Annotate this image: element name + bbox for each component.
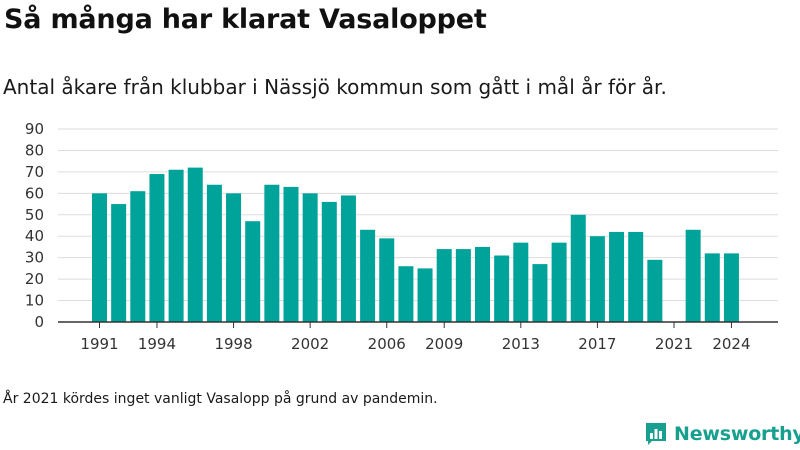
- bar-2012: [494, 255, 510, 322]
- bars: [92, 167, 739, 322]
- bar-2011: [475, 246, 490, 322]
- bar-1995: [168, 169, 184, 322]
- y-tick-label: 30: [25, 249, 44, 267]
- chart-title: Så många har klarat Vasaloppet: [4, 4, 487, 35]
- y-tick-label: 90: [25, 120, 44, 138]
- y-tick-label: 70: [25, 163, 44, 181]
- bar-2020: [647, 259, 663, 322]
- bar-1993: [130, 191, 146, 322]
- y-tick-label: 80: [25, 141, 44, 159]
- x-tick-label: 2024: [712, 335, 750, 353]
- y-tick-label: 0: [34, 313, 44, 331]
- bar-2024: [723, 253, 739, 322]
- bar-2023: [704, 253, 720, 322]
- bar-1991: [92, 193, 107, 322]
- chart-subtitle: Antal åkare från klubbar i Nässjö kommun…: [3, 75, 667, 99]
- bar-2007: [398, 266, 414, 322]
- footnote: År 2021 kördes inget vanligt Vasalopp på…: [3, 391, 438, 407]
- bar-2004: [340, 195, 356, 322]
- y-tick-label: 10: [25, 292, 44, 310]
- bar-2014: [532, 264, 548, 322]
- x-tick-label: 1991: [80, 335, 118, 353]
- bar-2017: [589, 236, 605, 322]
- x-tick-label: 2017: [578, 335, 616, 353]
- x-tick-label: 2009: [425, 335, 463, 353]
- brand-name: Newsworthy: [674, 423, 800, 445]
- x-tick-label: 1994: [138, 335, 176, 353]
- bar-2002: [302, 193, 318, 322]
- bar-2013: [513, 242, 529, 322]
- bar-chart: 0 10 20 30 40 50 60 70 80 90 1991 1994 1998 2002 2006…: [25, 120, 778, 353]
- bar-1998: [226, 193, 242, 322]
- bar-2009: [436, 249, 452, 322]
- bar-2005: [360, 229, 376, 322]
- y-axis-ticks: 0 10 20 30 40 50 60 70 80 90: [25, 120, 44, 331]
- bar-1999: [245, 221, 261, 322]
- bar-2006: [379, 238, 395, 322]
- bar-2010: [455, 249, 471, 322]
- y-tick-label: 40: [25, 227, 44, 245]
- y-tick-label: 20: [25, 270, 44, 288]
- bar-2018: [609, 231, 625, 322]
- bar-2008: [417, 268, 433, 322]
- bar-2015: [551, 242, 567, 322]
- brand-logo[interactable]: Newsworthy: [644, 421, 800, 447]
- x-tick-label: 1998: [214, 335, 252, 353]
- bar-2003: [321, 201, 337, 322]
- x-tick-label: 2002: [291, 335, 329, 353]
- bar-2016: [570, 214, 586, 322]
- x-tick-label: 2006: [368, 335, 406, 353]
- x-tick-label: 2013: [502, 335, 540, 353]
- bar-1994: [149, 174, 165, 322]
- y-tick-label: 50: [25, 206, 44, 224]
- bar-1996: [187, 167, 203, 322]
- bar-2019: [628, 231, 644, 322]
- x-tick-label: 2021: [655, 335, 693, 353]
- bar-2001: [283, 186, 299, 322]
- bar-2022: [685, 229, 701, 322]
- bar-2000: [264, 184, 280, 322]
- bar-1997: [206, 184, 222, 322]
- x-axis-ticks: 1991 1994 1998 2002 2006 2009 2013 2017 2021 2024: [80, 322, 751, 353]
- bar-1992: [111, 204, 127, 322]
- y-tick-label: 60: [25, 184, 44, 202]
- newsworthy-logo-icon: [646, 423, 666, 445]
